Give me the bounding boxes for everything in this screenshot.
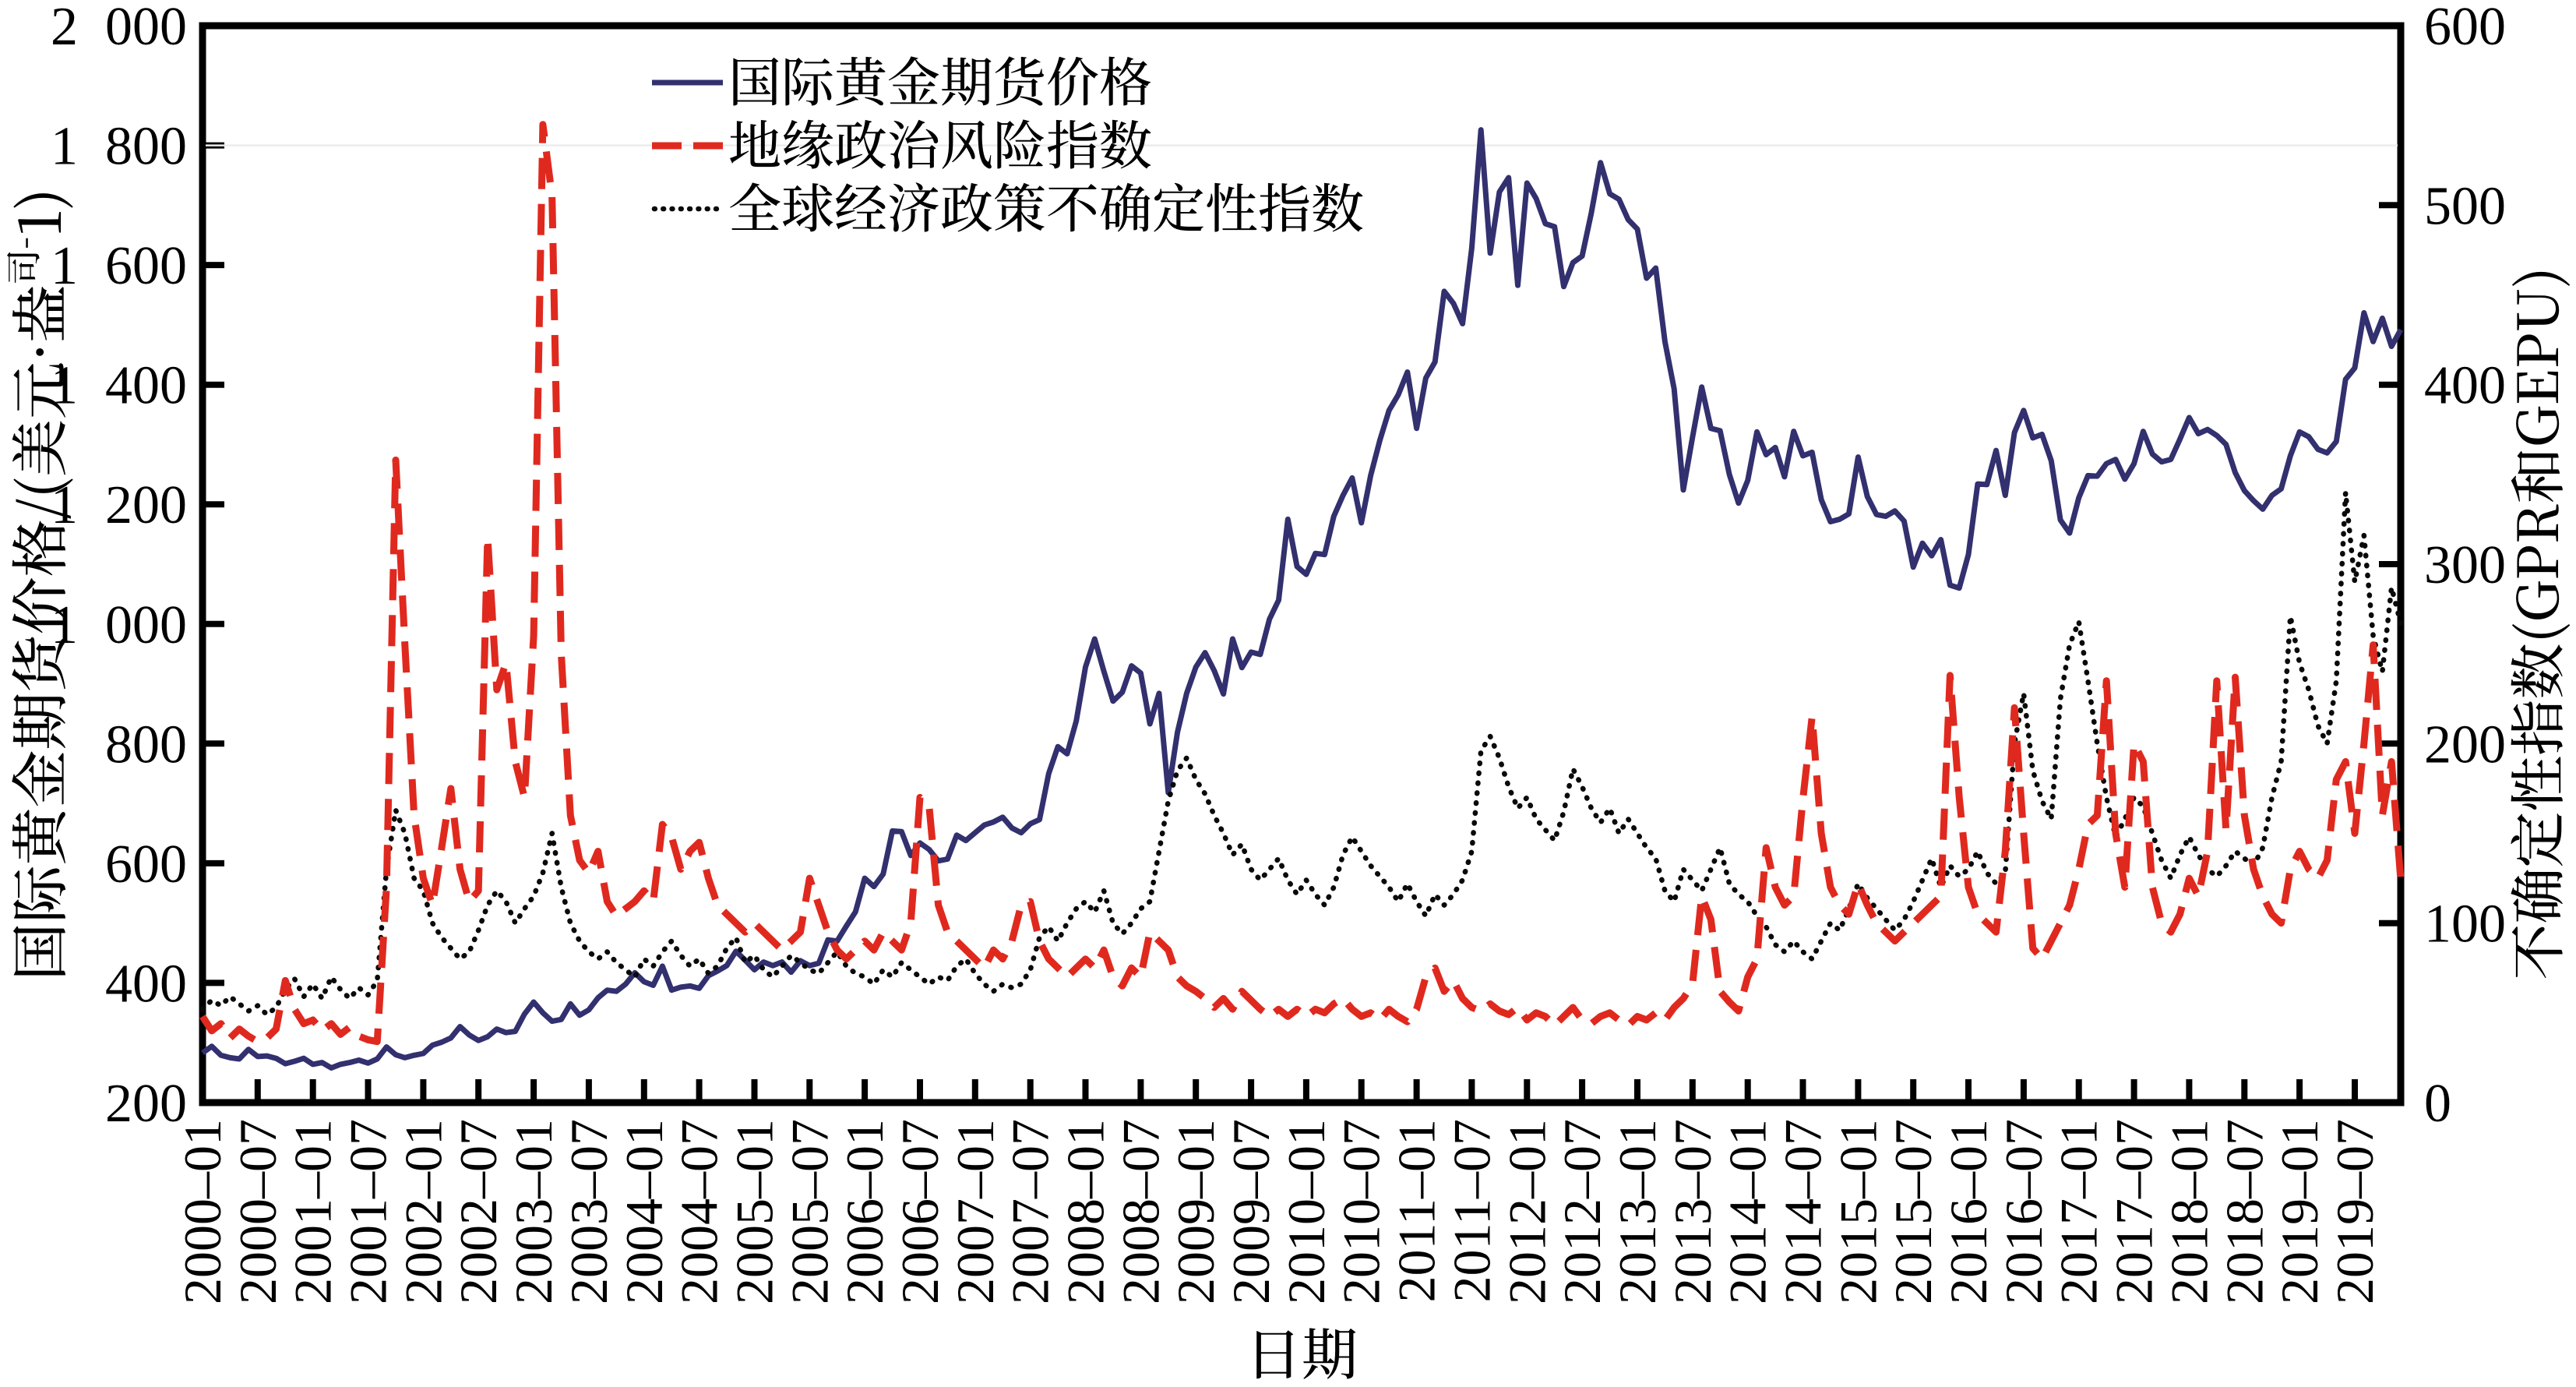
svg-text:1 400: 1 400 bbox=[51, 356, 187, 416]
svg-text:2002–07: 2002–07 bbox=[449, 1119, 508, 1304]
svg-text:2008–01: 2008–01 bbox=[1056, 1119, 1115, 1304]
svg-text:100: 100 bbox=[2424, 895, 2506, 955]
svg-text:200: 200 bbox=[105, 1074, 187, 1134]
svg-text:2009–01: 2009–01 bbox=[1166, 1119, 1225, 1304]
svg-text:400: 400 bbox=[105, 954, 187, 1014]
svg-text:2000–07: 2000–07 bbox=[228, 1119, 287, 1304]
svg-text:2011–01: 2011–01 bbox=[1387, 1119, 1447, 1302]
svg-text:2012–07: 2012–07 bbox=[1552, 1119, 1612, 1304]
svg-text:2006–07: 2006–07 bbox=[890, 1119, 950, 1304]
svg-text:2015–01: 2015–01 bbox=[1828, 1119, 1887, 1304]
svg-text:2013–01: 2013–01 bbox=[1608, 1119, 1667, 1304]
svg-text:2017–01: 2017–01 bbox=[2049, 1119, 2109, 1304]
svg-text:2010–01: 2010–01 bbox=[1277, 1119, 1336, 1304]
svg-text:600: 600 bbox=[2424, 0, 2506, 57]
svg-text:2004–07: 2004–07 bbox=[670, 1119, 729, 1304]
svg-text:2005–01: 2005–01 bbox=[725, 1119, 784, 1304]
svg-text:500: 500 bbox=[2424, 176, 2506, 236]
svg-text:800: 800 bbox=[105, 715, 187, 775]
svg-text:2016–01: 2016–01 bbox=[1939, 1119, 1998, 1304]
svg-text:1 000: 1 000 bbox=[51, 595, 187, 655]
svg-text:2001–01: 2001–01 bbox=[284, 1119, 343, 1304]
svg-text:2003–07: 2003–07 bbox=[559, 1119, 618, 1304]
svg-text:200: 200 bbox=[2424, 715, 2506, 775]
svg-text:2000–01: 2000–01 bbox=[173, 1119, 232, 1304]
svg-text:300: 300 bbox=[2424, 535, 2506, 595]
svg-text:1 200: 1 200 bbox=[51, 475, 187, 535]
svg-text:2009–07: 2009–07 bbox=[1221, 1119, 1281, 1304]
svg-text:2 000: 2 000 bbox=[51, 0, 187, 57]
svg-text:2005–07: 2005–07 bbox=[780, 1119, 839, 1304]
svg-text:2016–07: 2016–07 bbox=[1994, 1119, 2053, 1304]
svg-text:1 800: 1 800 bbox=[51, 117, 187, 177]
svg-text:0: 0 bbox=[2424, 1074, 2451, 1134]
svg-text:2017–07: 2017–07 bbox=[2105, 1119, 2164, 1304]
svg-text:2019–07: 2019–07 bbox=[2325, 1119, 2384, 1304]
svg-text:400: 400 bbox=[2424, 356, 2506, 416]
svg-text:2014–01: 2014–01 bbox=[1718, 1119, 1778, 1304]
svg-text:2011–07: 2011–07 bbox=[1442, 1119, 1501, 1302]
svg-text:2008–07: 2008–07 bbox=[1111, 1119, 1170, 1304]
svg-text:2012–01: 2012–01 bbox=[1497, 1119, 1556, 1304]
svg-text:2006–01: 2006–01 bbox=[835, 1119, 894, 1304]
svg-text:600: 600 bbox=[105, 835, 187, 895]
svg-text:2002–01: 2002–01 bbox=[393, 1119, 453, 1304]
svg-text:2015–07: 2015–07 bbox=[1884, 1119, 1943, 1304]
svg-text:2007–07: 2007–07 bbox=[1001, 1119, 1060, 1304]
svg-text:2018–07: 2018–07 bbox=[2215, 1119, 2274, 1304]
svg-text:2003–01: 2003–01 bbox=[504, 1119, 563, 1304]
svg-text:2018–01: 2018–01 bbox=[2159, 1119, 2218, 1304]
svg-text:2001–07: 2001–07 bbox=[339, 1119, 398, 1304]
svg-text:2013–07: 2013–07 bbox=[1663, 1119, 1722, 1304]
svg-text:2019–01: 2019–01 bbox=[2270, 1119, 2329, 1304]
svg-text:2007–01: 2007–01 bbox=[946, 1119, 1005, 1304]
svg-text:1 600: 1 600 bbox=[51, 236, 187, 296]
svg-text:2004–01: 2004–01 bbox=[615, 1119, 674, 1304]
svg-text:2014–07: 2014–07 bbox=[1774, 1119, 1833, 1304]
svg-text:2010–07: 2010–07 bbox=[1332, 1119, 1391, 1304]
